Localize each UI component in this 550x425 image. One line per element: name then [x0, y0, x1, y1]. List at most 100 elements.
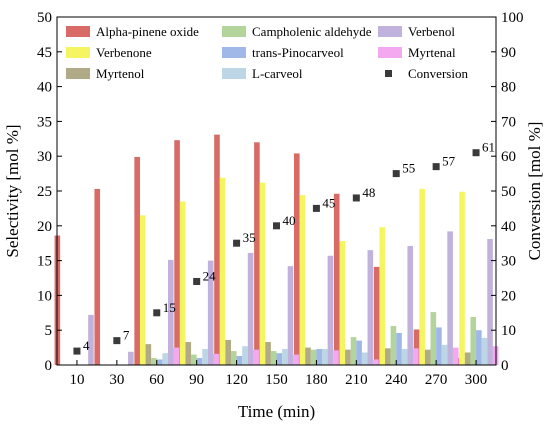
bar	[287, 266, 294, 365]
conversion-point	[352, 194, 360, 202]
bar	[128, 351, 134, 365]
bar	[207, 260, 214, 365]
conversion-data-label: 15	[163, 300, 176, 315]
conversion-data-label: 4	[83, 338, 90, 353]
y-tick-label: 45	[37, 45, 52, 61]
bar	[424, 349, 431, 365]
x-tick-label: 180	[305, 372, 328, 388]
bar	[282, 348, 288, 365]
bar	[259, 182, 266, 365]
legend-label: Conversion	[408, 66, 468, 81]
bar	[214, 134, 220, 365]
legend-swatch	[378, 26, 402, 37]
legend-swatch	[378, 47, 402, 58]
legend-label: Verbenone	[96, 45, 152, 60]
y2-tick-label: 30	[501, 254, 516, 270]
bar	[270, 351, 277, 365]
bar	[236, 355, 243, 365]
y2-tick-label: 20	[501, 288, 516, 304]
x-tick-label: 300	[465, 372, 488, 388]
conversion-point	[432, 163, 440, 171]
legend-swatch	[66, 68, 90, 79]
conversion-point	[233, 239, 241, 247]
bar	[219, 177, 226, 365]
conversion-point	[312, 204, 320, 212]
bar	[345, 349, 351, 365]
conversion-data-label: 45	[322, 195, 335, 210]
bar	[407, 245, 414, 365]
bar	[179, 201, 186, 365]
bar	[196, 358, 203, 365]
bar	[447, 231, 453, 365]
bar	[253, 349, 259, 365]
conversion-layer: 4 7 15 24 35 40 45 48 55 57 61	[73, 140, 495, 355]
legend-label: Campholenic aldehyde	[252, 24, 372, 39]
legend-swatch	[222, 47, 246, 58]
bar	[174, 140, 180, 365]
bar	[350, 337, 357, 365]
bar	[487, 239, 493, 365]
x-tick-label: 10	[69, 372, 84, 388]
legend-swatch	[66, 26, 90, 37]
bar	[254, 142, 260, 365]
bar	[441, 344, 448, 365]
bar-layer	[54, 134, 499, 365]
x-tick-label: 150	[265, 372, 288, 388]
y-tick-label: 40	[37, 80, 52, 96]
bar	[373, 359, 379, 365]
bar	[373, 266, 380, 365]
x-tick-label: 60	[149, 372, 164, 388]
conversion-data-label: 40	[283, 213, 296, 228]
bar	[310, 349, 317, 365]
conversion-data-label: 57	[442, 154, 456, 169]
conversion-data-label: 35	[243, 230, 256, 245]
legend-label: Myrtenal	[408, 45, 456, 60]
conversion-data-label: 61	[482, 140, 495, 155]
tick-layer: 0 5 10 15 20 25 30 35 40 45 50 0 10 20 30 40 50 60 70 80 90 1…	[37, 10, 524, 388]
bar	[167, 259, 174, 365]
bar	[276, 353, 283, 365]
bar	[452, 347, 459, 365]
bar	[361, 352, 368, 365]
bar	[305, 347, 311, 365]
conversion-point	[113, 337, 121, 345]
y-tick-label: 0	[45, 358, 53, 374]
legend-swatch-conversion	[385, 70, 392, 77]
y2-tick-label: 0	[501, 358, 509, 374]
bar	[230, 351, 237, 365]
y-tick-label: 50	[37, 10, 52, 26]
conversion-data-label: 24	[203, 268, 217, 283]
bar	[390, 326, 397, 365]
x-tick-label: 270	[425, 372, 448, 388]
legend-label: Myrtenol	[96, 66, 145, 81]
conversion-point	[273, 222, 280, 230]
y-tick-label: 15	[37, 254, 52, 270]
bar	[419, 188, 425, 365]
y-tick-label: 25	[37, 184, 52, 200]
conversion-data-label: 55	[402, 161, 415, 176]
legend-label: trans-Pinocarveol	[252, 45, 344, 60]
bar	[265, 342, 271, 365]
bar	[94, 188, 101, 365]
y2-tick-label: 70	[501, 114, 516, 130]
bar	[413, 329, 420, 365]
legend-swatch	[66, 47, 90, 58]
bar	[247, 252, 254, 365]
x-tick-label: 90	[189, 372, 204, 388]
bar	[134, 156, 140, 365]
y-tick-label: 5	[45, 323, 53, 339]
legend-label: L-carveol	[252, 66, 303, 81]
x-tick-label: 210	[345, 372, 368, 388]
bar	[156, 359, 163, 365]
y-tick-label: 35	[37, 114, 52, 130]
bar	[151, 358, 157, 365]
bar	[162, 353, 168, 365]
bar	[464, 352, 471, 365]
conversion-point	[73, 347, 81, 355]
bar	[299, 195, 306, 365]
legend: Alpha-pinene oxide Campholenic aldehyde Ve…	[66, 24, 468, 81]
bar	[333, 350, 339, 365]
legend-label: Verbenol	[408, 24, 455, 39]
y-tick-label: 30	[37, 149, 52, 165]
x-tick-label: 120	[225, 372, 248, 388]
